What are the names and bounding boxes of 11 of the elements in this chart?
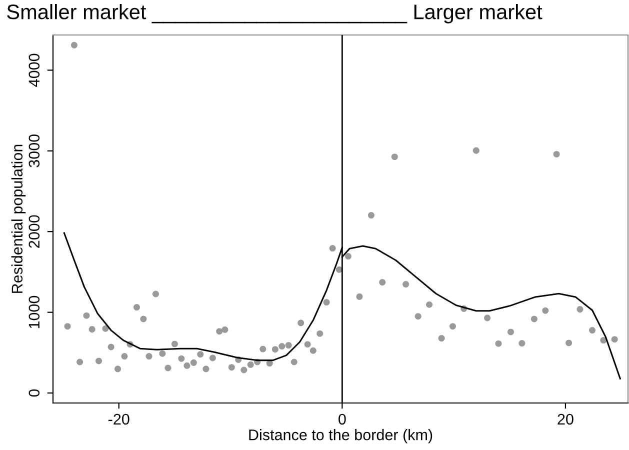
x-tick-label: 0 (338, 414, 346, 425)
y-axis-title: Residential population (11, 144, 26, 293)
chart-title: Smaller market ______________________ Larger market (7, 4, 542, 24)
y-tick-label: 3000 (28, 134, 40, 168)
y-tick-label: 0 (28, 389, 40, 397)
y-tick-label: 1000 (28, 296, 40, 328)
y-tick-label: 4000 (28, 54, 40, 87)
y-tick-label: 2000 (28, 215, 40, 248)
x-tick-label: -20 (108, 414, 130, 425)
x-axis-title: Distance to the border (km) (249, 429, 432, 444)
x-tick-label: 20 (558, 414, 574, 425)
